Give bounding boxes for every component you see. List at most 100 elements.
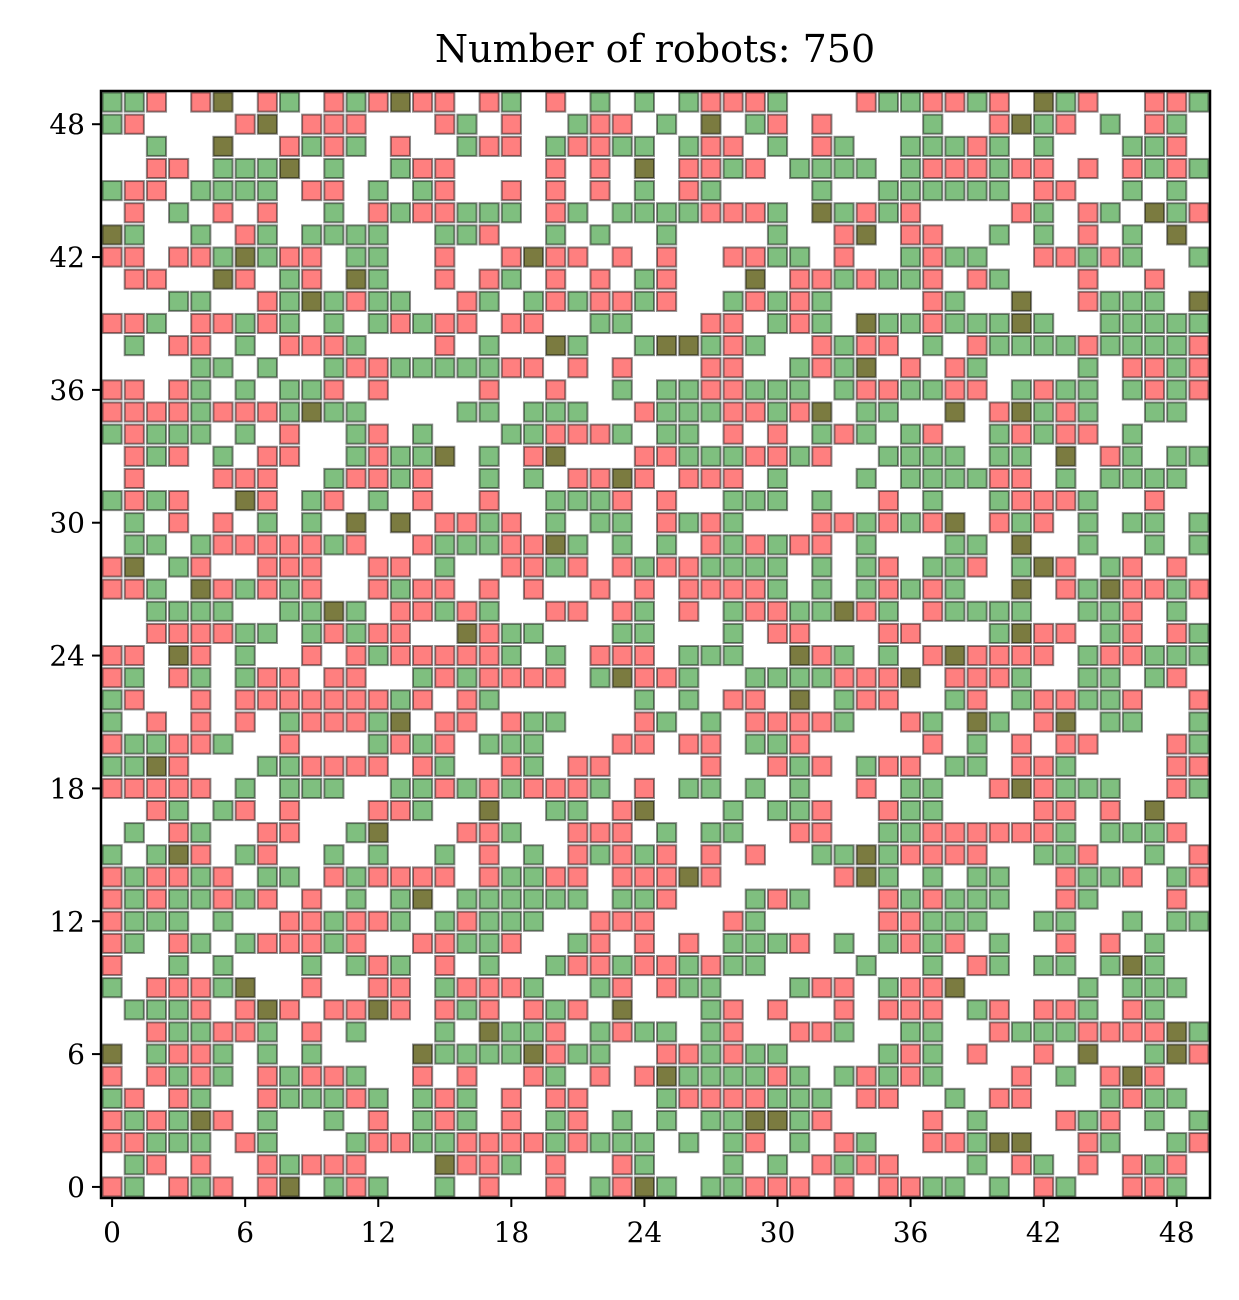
grid-cell — [1033, 401, 1055, 423]
grid-cell — [766, 423, 789, 445]
grid-cell — [944, 534, 966, 556]
grid-cell — [877, 512, 899, 534]
grid-cell — [256, 401, 278, 423]
grid-cell — [1055, 910, 1077, 932]
grid-cell — [899, 777, 922, 799]
grid-cell — [412, 534, 434, 556]
grid-cell — [1077, 423, 1099, 445]
grid-cell — [988, 312, 1010, 335]
grid-cell — [678, 977, 700, 999]
grid-cell — [412, 866, 434, 888]
grid-cell — [944, 932, 966, 954]
grid-cell — [190, 1132, 212, 1154]
grid-cell — [899, 445, 922, 467]
grid-cell — [1166, 1176, 1188, 1198]
grid-cell — [234, 335, 256, 357]
grid-cell — [478, 534, 500, 556]
grid-cell — [1166, 733, 1188, 755]
grid-cell — [789, 312, 811, 335]
grid-cell — [811, 755, 833, 777]
grid-cell — [944, 135, 966, 157]
grid-cell — [101, 844, 123, 866]
grid-cell — [1055, 91, 1077, 113]
grid-cell — [323, 600, 345, 622]
grid-cell — [944, 379, 966, 401]
grid-cell — [722, 135, 744, 157]
grid-cell — [500, 822, 522, 844]
grid-cell — [168, 1109, 190, 1132]
grid-cell — [700, 445, 722, 467]
grid-cell — [833, 246, 855, 268]
grid-cell — [123, 1154, 145, 1176]
grid-cell — [988, 1132, 1010, 1154]
grid-cell — [101, 312, 123, 335]
grid-cell — [766, 1087, 789, 1109]
grid-cell — [367, 312, 389, 335]
grid-cell — [412, 799, 434, 822]
grid-cell — [256, 689, 278, 711]
grid-cell — [522, 534, 545, 556]
grid-cell — [1143, 822, 1166, 844]
grid-cell — [1188, 445, 1210, 467]
grid-cell — [1121, 600, 1143, 622]
grid-cell — [1166, 1087, 1188, 1109]
grid-cell — [345, 467, 367, 490]
grid-cell — [811, 202, 833, 224]
grid-cell — [545, 1109, 567, 1132]
grid-cell — [1188, 312, 1210, 335]
grid-cell — [101, 490, 123, 512]
grid-cell — [988, 1176, 1010, 1198]
grid-cell — [922, 733, 944, 755]
grid-cell — [323, 290, 345, 312]
grid-cell — [500, 1043, 522, 1065]
grid-cell — [899, 667, 922, 689]
grid-cell — [700, 512, 722, 534]
grid-cell — [922, 224, 944, 246]
grid-cell — [656, 556, 678, 578]
grid-cell — [101, 888, 123, 910]
grid-cell — [434, 268, 456, 290]
grid-cell — [899, 1043, 922, 1065]
grid-cell — [522, 578, 545, 600]
grid-cell — [389, 799, 412, 822]
grid-cell — [212, 866, 234, 888]
grid-cell — [345, 224, 367, 246]
grid-cell — [434, 1043, 456, 1065]
grid-cell — [478, 999, 500, 1021]
grid-cell — [988, 423, 1010, 445]
grid-cell — [323, 180, 345, 202]
grid-cell — [101, 379, 123, 401]
grid-cell — [567, 135, 589, 157]
grid-cell — [434, 755, 456, 777]
grid-cell — [478, 1043, 500, 1065]
grid-cell — [1033, 224, 1055, 246]
grid-cell — [744, 910, 766, 932]
grid-cell — [611, 357, 633, 379]
grid-cell — [722, 423, 744, 445]
grid-cell — [1188, 844, 1210, 866]
grid-cell — [345, 954, 367, 977]
grid-cell — [567, 335, 589, 357]
grid-cell — [345, 1176, 367, 1198]
grid-cell — [944, 1176, 966, 1198]
grid-cell — [522, 667, 545, 689]
grid-cell — [522, 290, 545, 312]
grid-cell — [1033, 1154, 1055, 1176]
grid-cell — [1166, 645, 1188, 667]
grid-cell — [656, 290, 678, 312]
grid-cell — [678, 135, 700, 157]
grid-cell — [434, 335, 456, 357]
grid-cell — [1166, 910, 1188, 932]
grid-cell — [899, 999, 922, 1021]
grid-cell — [478, 910, 500, 932]
grid-cell — [855, 1154, 877, 1176]
grid-cell — [899, 578, 922, 600]
grid-cell — [611, 135, 633, 157]
grid-cell — [278, 866, 301, 888]
grid-cell — [855, 954, 877, 977]
grid-cell — [367, 954, 389, 977]
grid-cell — [922, 866, 944, 888]
grid-cell — [766, 290, 789, 312]
grid-cell — [722, 157, 744, 180]
grid-cell — [766, 578, 789, 600]
